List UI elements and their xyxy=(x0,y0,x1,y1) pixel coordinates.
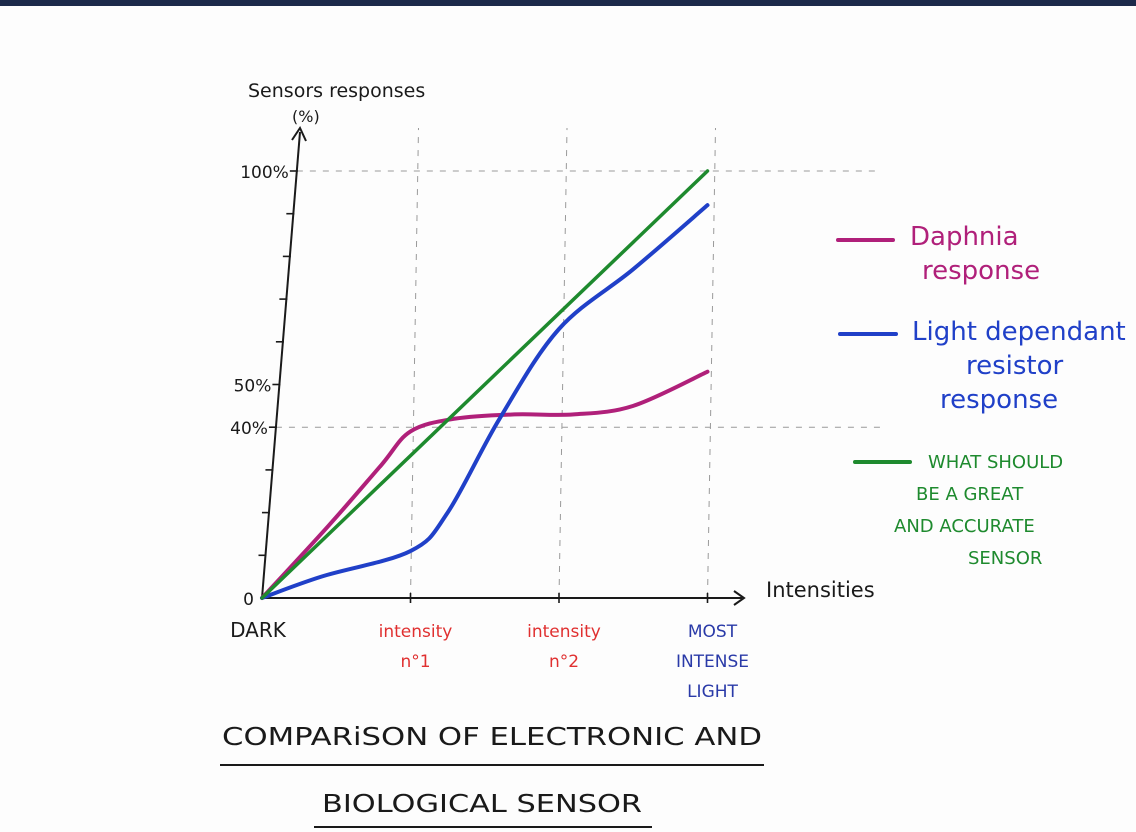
y-axis-arrow-icon xyxy=(291,125,307,142)
x-tick-label-3: MOST INTENSE LIGHT xyxy=(676,622,749,702)
series-line-2 xyxy=(260,169,710,600)
x-tick-label-3-line-2: LIGHT xyxy=(687,682,738,702)
x-axis-arrow-icon xyxy=(733,590,746,606)
series-line-1 xyxy=(260,203,710,600)
legend-label-1-line-0: Light dependant xyxy=(912,317,1126,347)
guide-lines xyxy=(275,127,880,599)
legend-label-2-line-2: AND ACCURATE xyxy=(894,516,1035,537)
x-tick-label-1: intensity n°1 xyxy=(379,622,453,672)
page-top-edge xyxy=(0,0,1136,6)
x-tick-marks xyxy=(409,593,709,603)
x-tick-label-3-line-0: MOST xyxy=(688,622,738,642)
y-tick-marks xyxy=(258,170,298,557)
x-axis-label: Intensities xyxy=(766,578,875,602)
y-axis-label: Sensors responses xyxy=(248,80,425,102)
y-axis-unit: (%) xyxy=(292,107,320,126)
legend-label-1: Light dependant resistor response xyxy=(912,317,1126,415)
series-lines xyxy=(260,169,710,600)
legend-label-0: Daphnia response xyxy=(910,222,1040,286)
chart-title-line-2: BIOLOGICAL SENSOR xyxy=(322,789,642,818)
series-line-0 xyxy=(260,369,710,600)
axes xyxy=(261,125,746,606)
legend-label-2-line-1: BE A GREAT xyxy=(916,484,1024,505)
legend-label-0-line-1: response xyxy=(922,256,1040,286)
guide-line-x-2 xyxy=(558,127,568,599)
x-tick-labels: DARK intensity n°1 intensity n°2 MOST INTENSE L… xyxy=(230,618,749,702)
x-tick-label-3-line-1: INTENSE xyxy=(676,652,749,672)
legend-label-2-line-3: SENSOR xyxy=(968,548,1042,569)
y-tick-labels: 0 40% 50% 100% xyxy=(230,163,289,610)
x-tick-label-1-line-0: intensity xyxy=(379,622,453,642)
chart-title-line-1: COMPARiSON OF ELECTRONIC AND xyxy=(222,722,762,751)
y-tick-label-50: 50% xyxy=(234,377,272,397)
y-axis-line xyxy=(261,131,301,599)
guide-line-x-3 xyxy=(707,127,716,599)
guide-line-x-1 xyxy=(410,127,419,599)
chart-title: COMPARiSON OF ELECTRONIC AND BIOLOGICAL … xyxy=(220,722,764,828)
y-tick-label-40: 40% xyxy=(230,419,268,439)
x-tick-label-2-line-0: intensity xyxy=(527,622,601,642)
x-tick-label-0: DARK xyxy=(230,618,287,642)
x-tick-label-0-line-0: DARK xyxy=(230,618,287,642)
y-tick-label-0: 0 xyxy=(243,590,254,610)
legend-label-1-line-1: resistor xyxy=(966,351,1064,381)
x-tick-label-2: intensity n°2 xyxy=(527,622,601,672)
legend: Daphnia response Light dependant resistor re… xyxy=(836,222,1126,569)
legend-label-1-line-2: response xyxy=(940,385,1058,415)
legend-label-2-line-0: WHAT SHOULD xyxy=(928,452,1063,473)
y-tick-label-100: 100% xyxy=(240,163,289,183)
x-tick-label-1-line-1: n°1 xyxy=(400,652,430,672)
legend-label-2: WHAT SHOULD BE A GREAT AND ACCURATE SENSOR xyxy=(894,452,1063,569)
legend-label-0-line-0: Daphnia xyxy=(910,222,1019,252)
x-tick-label-2-line-1: n°2 xyxy=(549,652,579,672)
